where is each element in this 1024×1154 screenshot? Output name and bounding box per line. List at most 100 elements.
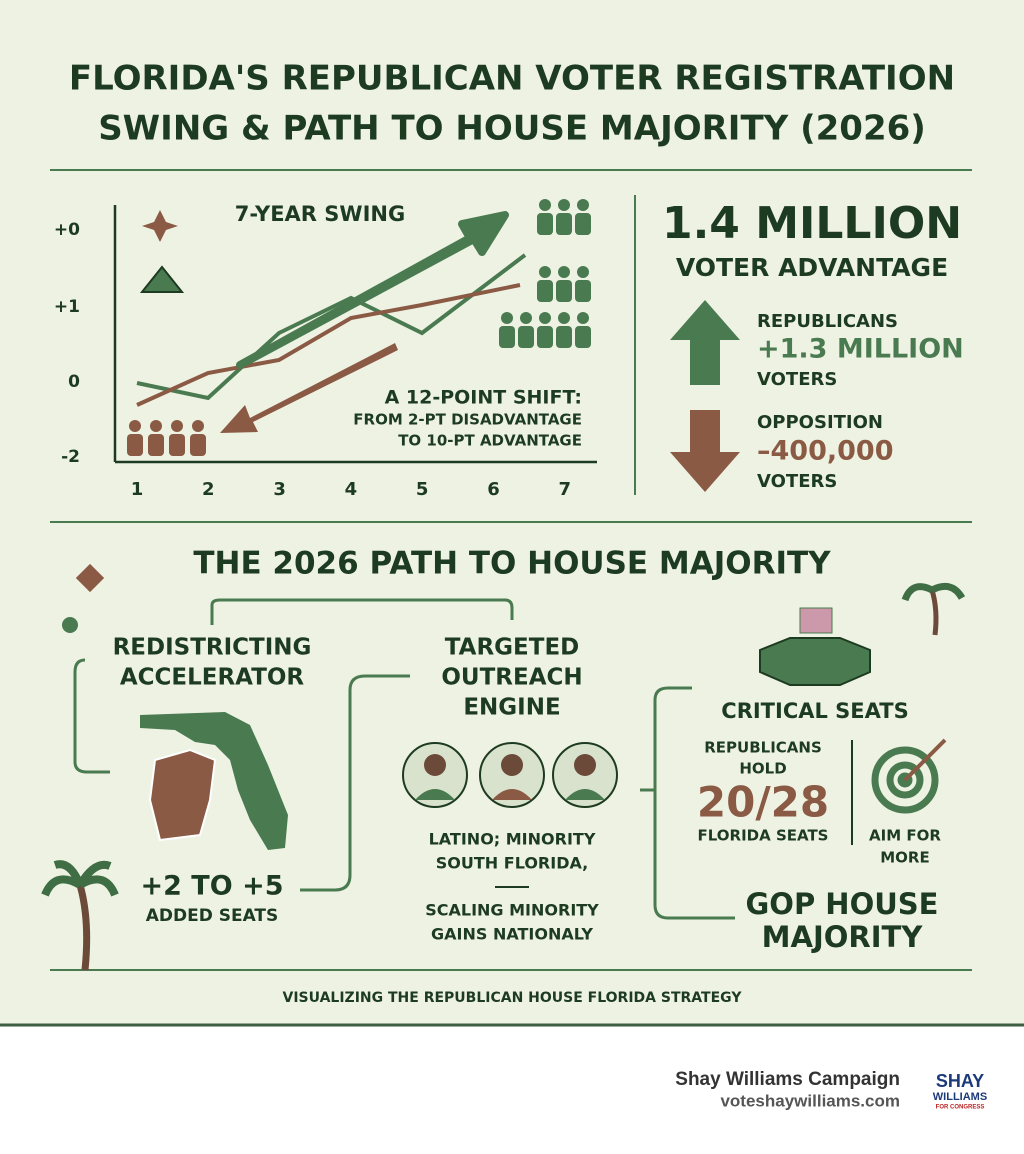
- logo: SHAY: [936, 1071, 984, 1091]
- person: [129, 420, 141, 432]
- text: FLORIDA SEATS: [698, 827, 829, 845]
- seats: +2 TO +5: [141, 871, 284, 902]
- value: –400,000: [757, 436, 893, 467]
- down-arrow: [670, 410, 740, 492]
- text: SCALING MINORITY: [425, 901, 599, 920]
- text: SOUTH FLORIDA,: [436, 854, 588, 873]
- dot: [62, 617, 78, 633]
- goal: GOP HOUSE: [746, 887, 939, 921]
- text: GAINS NATIONALY: [431, 925, 593, 944]
- label: VOTERS: [757, 471, 837, 492]
- x-tick-label: 5: [416, 479, 429, 500]
- person: [556, 213, 572, 235]
- sparkle: [142, 210, 178, 242]
- person: [169, 434, 185, 456]
- person: [150, 420, 162, 432]
- florida-map: [140, 712, 288, 850]
- label: REPUBLICANS: [757, 311, 898, 332]
- subhead: VOTER ADVANTAGE: [676, 253, 948, 282]
- value: +1.3 MILLION: [757, 334, 964, 365]
- trend-arrow: [236, 211, 509, 369]
- diamond: [75, 563, 105, 593]
- x-tick-label: 1: [131, 479, 144, 500]
- avatar: [424, 754, 446, 776]
- step-title: CRITICAL SEATS: [721, 699, 908, 723]
- person: [577, 312, 589, 324]
- x-tick-label: 3: [273, 479, 286, 500]
- person: [556, 280, 572, 302]
- person: [148, 434, 164, 456]
- brown-line: [136, 283, 521, 407]
- text: MORE: [880, 849, 929, 867]
- green-line: [136, 253, 527, 401]
- logo: FOR CONGRESS: [936, 1105, 985, 1111]
- annotation: TO 10-PT ADVANTAGE: [398, 432, 582, 450]
- person: [539, 199, 551, 211]
- text: HOLD: [739, 760, 786, 778]
- person: [558, 266, 570, 278]
- avatar: [574, 754, 596, 776]
- person: [558, 199, 570, 211]
- person: [577, 266, 589, 278]
- annotation: A 12-POINT SHIFT:: [385, 387, 582, 409]
- district: [148, 748, 217, 842]
- person: [556, 326, 572, 348]
- y-tick-label: 0: [68, 372, 80, 392]
- y-tick-label: -2: [61, 447, 80, 467]
- headline: 1.4 MILLION: [662, 198, 962, 249]
- step-title: TARGETED: [445, 635, 580, 661]
- person: [539, 312, 551, 324]
- capitol-icon: [759, 607, 871, 686]
- target-icon: [871, 738, 947, 814]
- step-title: ACCELERATOR: [120, 665, 305, 691]
- person: [190, 434, 206, 456]
- person: [575, 326, 591, 348]
- x-tick-label: 2: [202, 479, 215, 500]
- x-tick-label: 7: [559, 479, 572, 500]
- person: [537, 213, 553, 235]
- y-tick-label: +1: [54, 297, 80, 317]
- avatars: [402, 742, 618, 808]
- text: LATINO; MINORITY: [429, 830, 596, 849]
- avatar: [492, 789, 532, 800]
- person: [575, 280, 591, 302]
- shift-arrow: [220, 343, 398, 433]
- footer-bg: [0, 1025, 1024, 1154]
- campaign-url: voteshaywilliams.com: [720, 1091, 900, 1110]
- x-tick-label: 4: [345, 479, 358, 500]
- person: [127, 434, 143, 456]
- avatar: [415, 789, 455, 800]
- avatar: [501, 754, 523, 776]
- people-icons: [127, 199, 591, 456]
- person: [518, 326, 534, 348]
- step-title: REDISTRICTING: [113, 635, 312, 661]
- chart-title: 7-YEAR SWING: [235, 202, 405, 226]
- step-title: ENGINE: [463, 695, 560, 721]
- triangle-icon: [139, 265, 185, 293]
- figure: 20/28: [697, 778, 829, 827]
- x-tick-label: 6: [487, 479, 500, 500]
- up-arrow: [670, 300, 740, 385]
- title: FLORIDA'S REPUBLICAN VOTER REGISTRATION: [69, 59, 955, 99]
- person: [171, 420, 183, 432]
- person: [537, 280, 553, 302]
- person: [537, 326, 553, 348]
- caption: VISUALIZING THE REPUBLICAN HOUSE FLORIDA…: [283, 990, 743, 1006]
- dividers: [0, 169, 1024, 1027]
- goal: MAJORITY: [762, 920, 924, 954]
- connectors: [73, 598, 735, 920]
- axes: [113, 205, 597, 464]
- person: [577, 199, 589, 211]
- person: [575, 213, 591, 235]
- person: [499, 326, 515, 348]
- label: OPPOSITION: [757, 412, 883, 433]
- avatar: [565, 789, 605, 800]
- palm-trees: [41, 582, 966, 971]
- seats-label: ADDED SEATS: [146, 906, 279, 926]
- step-title: OUTREACH: [441, 665, 582, 691]
- y-tick-label: +0: [54, 220, 80, 240]
- text: REPUBLICANS: [704, 739, 822, 757]
- text: AIM FOR: [869, 827, 941, 845]
- campaign-name: Shay Williams Campaign: [675, 1069, 900, 1090]
